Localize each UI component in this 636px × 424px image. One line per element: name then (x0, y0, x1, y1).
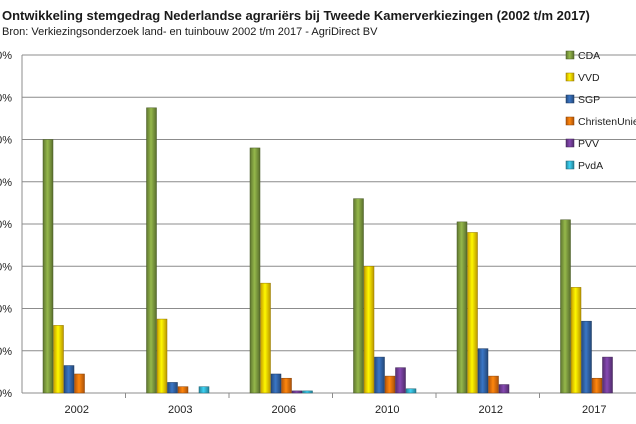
y-tick-label: 60% (0, 135, 12, 147)
legend-label-cda: CDA (578, 50, 600, 62)
bar-christenunie-2012 (489, 376, 499, 393)
bar-pvv-2012 (499, 385, 509, 393)
y-tick-label: 50% (0, 177, 12, 189)
bar-cda-2017 (561, 220, 571, 393)
y-tick-label: 10% (0, 346, 12, 358)
legend-label-sgp: SGP (578, 94, 600, 106)
bar-sgp-2006 (271, 374, 281, 393)
x-tick-label: 2010 (375, 404, 399, 416)
y-tick-label: 80% (0, 50, 12, 62)
bar-christenunie-2002 (75, 374, 85, 393)
y-tick-label: 20% (0, 304, 12, 316)
legend-swatch-vvd (566, 73, 574, 81)
bar-christenunie-2003 (178, 387, 188, 393)
bar-vvd-2003 (157, 319, 167, 393)
bar-sgp-2002 (64, 366, 74, 393)
bar-cda-2006 (250, 148, 260, 393)
y-tick-label: 70% (0, 92, 12, 104)
bar-sgp-2017 (582, 321, 592, 393)
bar-pvda-2006 (303, 391, 313, 393)
x-tick-label: 2012 (479, 404, 503, 416)
legend-label-pvv: PVV (578, 138, 599, 150)
bar-vvd-2010 (364, 266, 374, 393)
bar-cda-2010 (354, 199, 364, 393)
y-tick-label: 30% (0, 261, 12, 273)
legend-label-vvd: VVD (578, 72, 600, 84)
bar-sgp-2012 (478, 349, 488, 393)
bar-pvda-2003 (199, 387, 209, 393)
legend-swatch-pvv (566, 139, 574, 147)
x-tick-label: 2017 (582, 404, 606, 416)
x-tick-label: 2002 (65, 404, 89, 416)
bar-pvv-2006 (292, 391, 302, 393)
legend-swatch-christenunie (566, 117, 574, 125)
bar-christenunie-2017 (592, 378, 602, 393)
bar-christenunie-2006 (282, 378, 292, 393)
legend-label-christenunie: ChristenUnie (578, 116, 636, 128)
y-tick-label: 0% (0, 388, 12, 400)
legend-label-pvda: PvdA (578, 160, 603, 172)
bar-cda-2003 (147, 108, 157, 393)
bar-cda-2002 (43, 140, 53, 394)
legend-swatch-cda (566, 51, 574, 59)
bar-vvd-2006 (261, 283, 271, 393)
x-tick-label: 2006 (272, 404, 296, 416)
bar-pvv-2017 (603, 357, 613, 393)
bar-sgp-2003 (168, 382, 178, 393)
bar-cda-2012 (457, 222, 467, 393)
bar-sgp-2010 (375, 357, 385, 393)
legend-swatch-sgp (566, 95, 574, 103)
chart-frame: Ontwikkeling stemgedrag Nederlandse agra… (0, 0, 636, 424)
y-tick-label: 40% (0, 219, 12, 231)
bar-pvda-2010 (406, 389, 416, 393)
legend-swatch-pvda (566, 161, 574, 169)
bar-vvd-2017 (571, 287, 581, 393)
bar-christenunie-2010 (385, 376, 395, 393)
bar-chart: 0% 10% 20% 30% 40% 50% 60% 70% 80% 2002 2003 2006 20… (0, 0, 636, 424)
x-tick-label: 2003 (168, 404, 192, 416)
bar-vvd-2012 (468, 232, 478, 393)
bar-vvd-2002 (54, 325, 64, 393)
bar-pvv-2010 (396, 368, 406, 393)
